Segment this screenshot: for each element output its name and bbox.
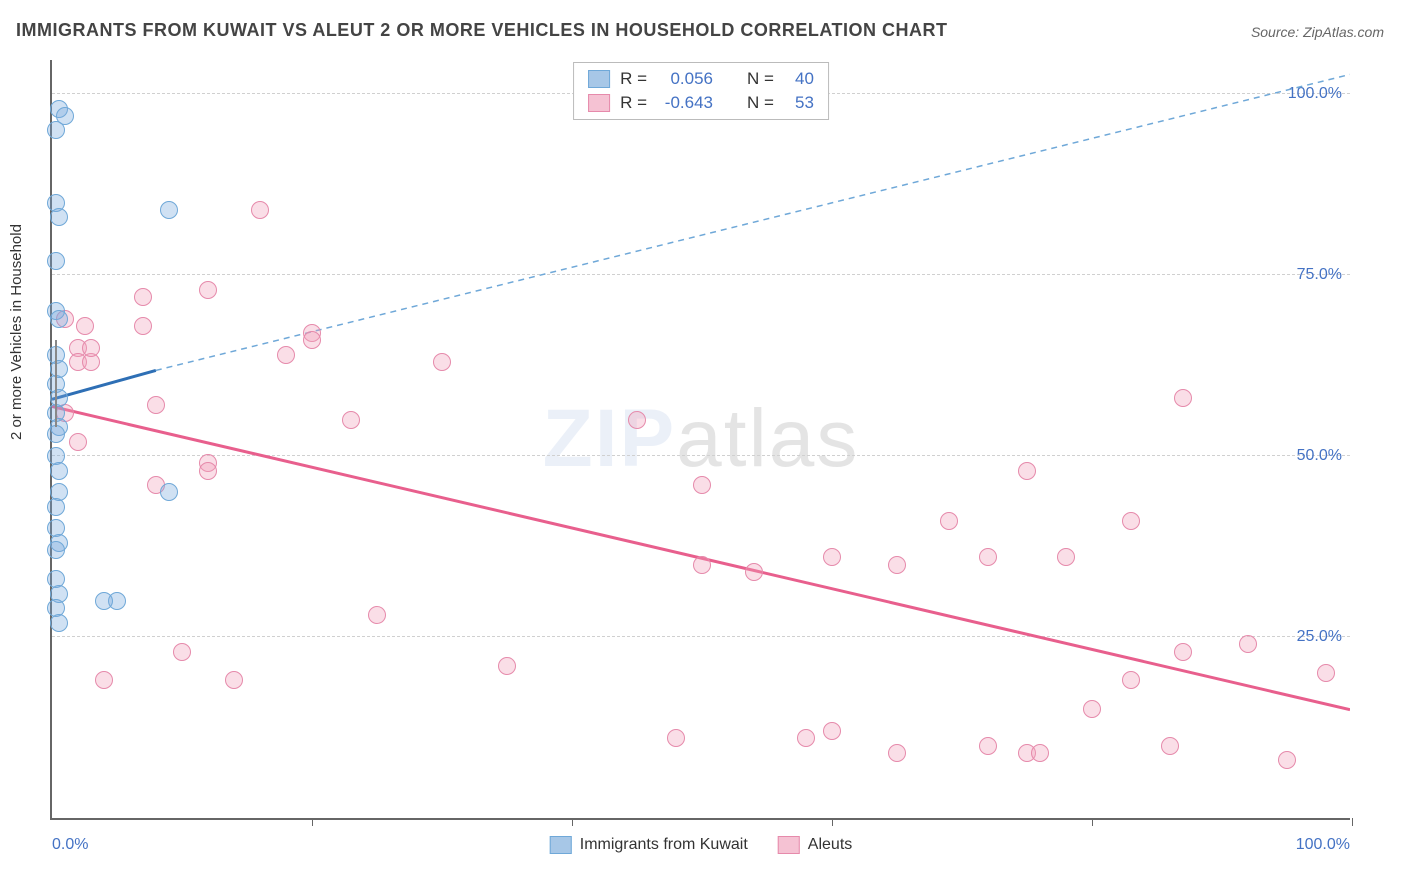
point-aleuts [251,201,269,219]
stats-row-aleuts: R = -0.643 N = 53 [588,91,814,115]
point-aleuts [979,737,997,755]
point-aleuts [1083,700,1101,718]
legend-item-aleuts: Aleuts [778,836,852,854]
point-aleuts [95,671,113,689]
point-aleuts [1161,737,1179,755]
point-kuwait [47,252,65,270]
point-aleuts [82,339,100,357]
n-value-kuwait: 40 [784,69,814,89]
r-label-aleuts: R = [620,93,647,113]
point-aleuts [433,353,451,371]
point-aleuts [1317,664,1335,682]
point-kuwait [160,201,178,219]
swatch-kuwait [588,70,610,88]
trend-lines [52,60,1350,818]
n-label-aleuts: N = [747,93,774,113]
x-axis-max-label: 100.0% [1296,836,1350,854]
point-aleuts [1031,744,1049,762]
point-aleuts [745,563,763,581]
point-kuwait [47,121,65,139]
point-aleuts [1239,635,1257,653]
point-kuwait [50,208,68,226]
r-value-aleuts: -0.643 [657,93,713,113]
source-attribution: Source: ZipAtlas.com [1251,24,1384,40]
point-aleuts [1057,548,1075,566]
y-tick-label: 50.0% [1297,447,1342,465]
point-aleuts [888,744,906,762]
point-aleuts [1278,751,1296,769]
y-tick-label: 75.0% [1297,266,1342,284]
point-aleuts [147,396,165,414]
point-kuwait [50,310,68,328]
n-label-kuwait: N = [747,69,774,89]
point-aleuts [134,317,152,335]
point-aleuts [667,729,685,747]
point-aleuts [979,548,997,566]
point-aleuts [888,556,906,574]
point-aleuts [303,331,321,349]
point-aleuts [628,411,646,429]
point-aleuts [693,476,711,494]
y-tick-label: 25.0% [1297,628,1342,646]
watermark: ZIPatlas [543,392,860,486]
point-aleuts [134,288,152,306]
legend-item-kuwait: Immigrants from Kuwait [550,836,748,854]
point-aleuts [173,643,191,661]
point-aleuts [199,281,217,299]
point-kuwait [47,498,65,516]
point-aleuts [1122,512,1140,530]
point-aleuts [498,657,516,675]
point-aleuts [277,346,295,364]
point-aleuts [225,671,243,689]
point-aleuts [823,722,841,740]
legend-swatch-aleuts [778,836,800,854]
point-aleuts [69,433,87,451]
n-value-aleuts: 53 [784,93,814,113]
point-aleuts [797,729,815,747]
point-kuwait [160,483,178,501]
watermark-zip: ZIP [543,393,677,484]
x-axis-min-label: 0.0% [52,836,88,854]
point-kuwait [50,462,68,480]
point-kuwait [47,541,65,559]
r-label-kuwait: R = [620,69,647,89]
point-aleuts [1174,389,1192,407]
stats-legend-box: R = 0.056 N = 40 R = -0.643 N = 53 [573,62,829,120]
legend-swatch-kuwait [550,836,572,854]
point-aleuts [342,411,360,429]
legend-label-aleuts: Aleuts [808,836,852,854]
point-aleuts [76,317,94,335]
dense-cluster-marker [55,340,57,427]
watermark-atlas: atlas [676,393,859,484]
point-aleuts [1018,462,1036,480]
point-aleuts [199,462,217,480]
point-kuwait [95,592,113,610]
point-aleuts [823,548,841,566]
point-aleuts [693,556,711,574]
r-value-kuwait: 0.056 [657,69,713,89]
y-axis-label: 2 or more Vehicles in Household [8,224,25,440]
swatch-aleuts [588,94,610,112]
point-kuwait [50,614,68,632]
bottom-legend: Immigrants from Kuwait Aleuts [550,836,853,854]
stats-row-kuwait: R = 0.056 N = 40 [588,67,814,91]
plot-area: ZIPatlas 25.0% 50.0% 75.0% 100.0% R = 0.056… [50,60,1350,820]
point-aleuts [1174,643,1192,661]
y-tick-label: 100.0% [1288,85,1342,103]
point-aleuts [940,512,958,530]
legend-label-kuwait: Immigrants from Kuwait [580,836,748,854]
point-kuwait [47,425,65,443]
point-aleuts [368,606,386,624]
chart-title: IMMIGRANTS FROM KUWAIT VS ALEUT 2 OR MOR… [16,20,948,41]
point-aleuts [1122,671,1140,689]
